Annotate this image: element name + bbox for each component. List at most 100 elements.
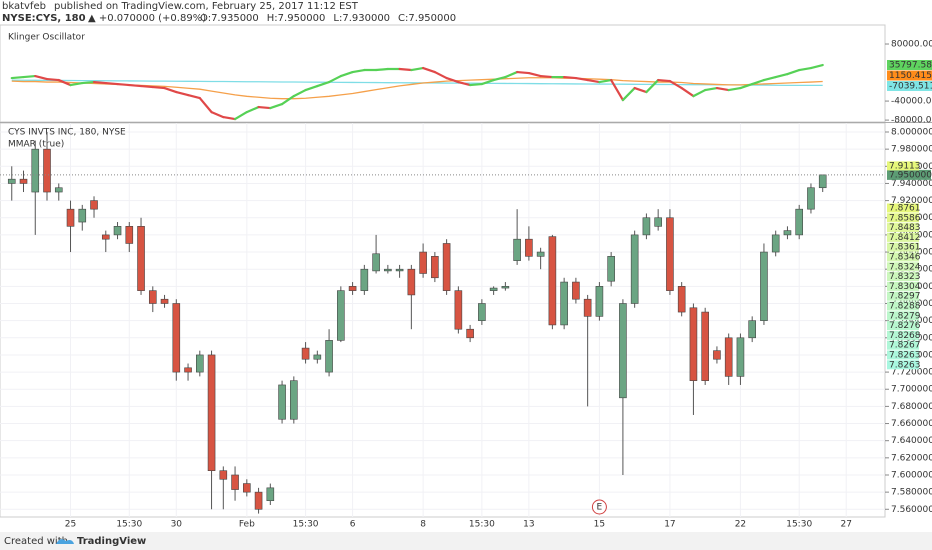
klinger-segment (433, 70, 448, 80)
klinger-segment (374, 67, 389, 72)
candle-body (207, 354, 216, 471)
footer-brand[interactable]: TradingView (77, 536, 146, 547)
candle-body (713, 350, 721, 360)
klinger-segment (739, 82, 754, 90)
klinger-segment (633, 86, 648, 94)
klinger-segment (128, 83, 143, 88)
candle-body (501, 286, 510, 289)
klinger-segment (316, 80, 331, 88)
last-price-bg (887, 169, 931, 180)
klinger-segment (762, 75, 777, 82)
klinger-segment (339, 70, 354, 78)
pane-title: CYS INVTS INC, 180, NYSE (8, 128, 126, 138)
value-label: 35797.5836 (889, 61, 932, 71)
ma-label-bg (887, 252, 919, 262)
candle-body (31, 148, 40, 193)
candle-body (607, 256, 615, 282)
ma-label: 7.8263 (889, 351, 921, 361)
ma-label: 7.8288 (889, 302, 921, 312)
y-tick-label: 7.640000 (891, 436, 932, 446)
ma-label-bg (887, 232, 919, 242)
klinger-segment (163, 86, 178, 94)
klinger-segment (222, 116, 237, 121)
candle-body (125, 226, 134, 244)
klinger-segment (574, 76, 589, 82)
event-label: E (597, 503, 603, 513)
klinger-segment (175, 90, 190, 97)
candle-body (90, 200, 98, 210)
symbol: NYSE:CYS, 180 (2, 13, 86, 24)
ma-label: 7.8324 (889, 262, 921, 272)
last-price-label: 7.950000 (889, 170, 932, 180)
y-tick-label: -80000.0000 (891, 116, 932, 126)
klinger-segment (57, 78, 72, 87)
candle-body (783, 230, 792, 236)
candle-body (724, 337, 733, 377)
x-tick-label: 15:30 (786, 520, 812, 530)
klinger-segment (233, 111, 248, 121)
ma-label: 7.9113 (889, 161, 921, 171)
ma-label-bg (887, 242, 919, 252)
klinger-segment (598, 78, 613, 84)
candle-body (66, 208, 75, 227)
klinger-segment (257, 105, 272, 110)
x-tick-label: 30 (171, 520, 183, 530)
klinger-segment (504, 70, 519, 79)
ma-label: 7.8586 (889, 213, 921, 223)
x-tick-label: 25 (65, 520, 76, 530)
ma-label: 7.8276 (889, 321, 921, 331)
ma-label: 7.8263 (889, 360, 921, 370)
klinger-segment (139, 84, 154, 89)
candle-body (583, 298, 592, 317)
candle-body (654, 217, 662, 227)
candle-body (196, 354, 204, 373)
klinger-segment (422, 66, 436, 74)
ohlc-value: L:7.930000 (333, 13, 390, 24)
klinger-segment (210, 111, 225, 119)
ma-label: 7.8279 (889, 311, 921, 321)
x-tick-label: 15:30 (293, 520, 319, 530)
candle-body (348, 286, 357, 291)
klinger-segment (563, 75, 577, 80)
candle-body (630, 234, 639, 304)
klinger-segment (410, 66, 425, 72)
x-tick-label: 13 (523, 520, 534, 530)
ma-label-bg (887, 281, 919, 291)
candle-body (689, 307, 698, 381)
y-tick-label: 7.700000 (891, 385, 932, 395)
klinger-segment (280, 94, 295, 106)
y-tick-label: 7.720000 (891, 368, 932, 378)
value-label: 1150.4156 (889, 71, 932, 81)
klinger-segment (186, 93, 201, 100)
candle-body (337, 290, 345, 341)
candle-body (677, 286, 686, 313)
candle-body (701, 311, 709, 381)
ma-label: 7.8412 (889, 233, 921, 243)
klinger-segment (457, 80, 472, 87)
klinger-segment (751, 78, 766, 86)
candle-body (442, 243, 451, 291)
y-tick-label: 7.680000 (891, 402, 932, 412)
klinger-segment (327, 74, 342, 84)
candle-body (254, 491, 263, 510)
candle-body (666, 217, 674, 291)
ma-label-bg (887, 350, 919, 360)
klinger-segment (34, 74, 49, 81)
klinger-segment (445, 76, 460, 84)
candle-body (184, 367, 192, 373)
candle-body (278, 384, 286, 420)
candle-body (219, 470, 228, 480)
y-tick-label: 7.920000 (891, 196, 932, 206)
ma-label: 7.8323 (889, 272, 921, 282)
value-label: -7039.5115 (889, 82, 932, 92)
candle-body (395, 268, 404, 272)
logo-cloud (56, 539, 74, 544)
klinger-segment (116, 82, 131, 87)
klinger-segment (245, 105, 260, 114)
candle-body (19, 178, 28, 184)
ma-label: 7.8268 (889, 331, 921, 341)
klinger-segment (668, 79, 683, 90)
event-marker (591, 499, 607, 515)
author[interactable]: bkatvfeb (2, 1, 46, 12)
candle-body (290, 380, 298, 420)
